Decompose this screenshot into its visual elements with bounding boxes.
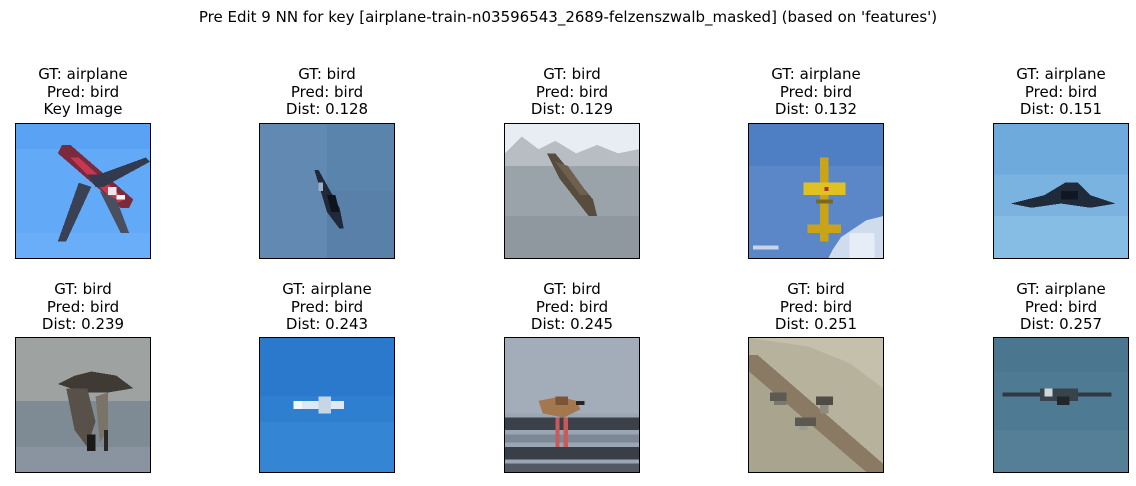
pred-label: Pred: bird <box>779 82 853 101</box>
panel-caption: GT: airplane Pred: bird Dist: 0.243 <box>219 280 435 334</box>
pred-label: Pred: bird <box>535 297 609 316</box>
key-image-label: Key Image <box>43 100 123 118</box>
panel-caption: GT: bird Pred: bird Dist: 0.245 <box>464 280 680 334</box>
pred-label: Pred: bird <box>1024 82 1098 101</box>
neighbor-panel-7: GT: bird Pred: bird Dist: 0.245 <box>504 280 640 473</box>
pred-label: Pred: bird <box>46 82 120 101</box>
airplane-thumbnail <box>993 123 1129 259</box>
neighbor-panel-9: GT: airplane Pred: bird Dist: 0.257 <box>993 280 1129 473</box>
panel-caption: GT: airplane Pred: bird Dist: 0.151 <box>953 65 1136 119</box>
pred-label: Pred: bird <box>779 297 853 316</box>
pred-label: Pred: bird <box>535 82 609 101</box>
neighbor-panel-2: GT: bird Pred: bird Dist: 0.129 <box>504 65 640 259</box>
dist-label: Dist: 0.243 <box>285 315 369 333</box>
pred-label: Pred: bird <box>46 297 120 316</box>
bird-thumbnail <box>748 337 884 473</box>
dist-label: Dist: 0.251 <box>774 315 858 333</box>
bird-thumbnail <box>504 337 640 473</box>
pred-label: Pred: bird <box>1024 297 1098 316</box>
pred-label: Pred: bird <box>290 297 364 316</box>
dist-label: Dist: 0.129 <box>530 100 614 118</box>
panel-caption: GT: airplane Pred: bird Dist: 0.257 <box>953 280 1136 334</box>
neighbor-panel-6: GT: airplane Pred: bird Dist: 0.243 <box>259 280 395 473</box>
dist-label: Dist: 0.245 <box>530 315 614 333</box>
panel-caption: GT: airplane Pred: bird Key Image <box>0 65 191 119</box>
gt-label: GT: bird <box>54 280 112 298</box>
neighbor-panel-1: GT: bird Pred: bird Dist: 0.128 <box>259 65 395 259</box>
gt-label: GT: bird <box>298 65 356 83</box>
neighbor-panel-8: GT: bird Pred: bird Dist: 0.251 <box>748 280 884 473</box>
dist-label: Dist: 0.151 <box>1019 100 1103 118</box>
dist-label: Dist: 0.128 <box>285 100 369 118</box>
bird-thumbnail <box>259 123 395 259</box>
bird-thumbnail <box>504 123 640 259</box>
gt-label: GT: bird <box>787 280 845 298</box>
dist-label: Dist: 0.132 <box>774 100 858 118</box>
airplane-thumbnail <box>993 337 1129 473</box>
neighbor-panel-4: GT: airplane Pred: bird Dist: 0.151 <box>993 65 1129 259</box>
panel-caption: GT: bird Pred: bird Dist: 0.251 <box>708 280 924 334</box>
panel-caption: GT: bird Pred: bird Dist: 0.129 <box>464 65 680 119</box>
pred-label: Pred: bird <box>290 82 364 101</box>
neighbor-panel-3: GT: airplane Pred: bird Dist: 0.132 <box>748 65 884 259</box>
figure-title: Pre Edit 9 NN for key [airplane-train-n0… <box>198 8 938 26</box>
gt-label: GT: bird <box>543 65 601 83</box>
airplane-thumbnail <box>748 123 884 259</box>
gt-label: GT: airplane <box>771 65 861 83</box>
gt-label: GT: airplane <box>38 65 128 83</box>
gt-label: GT: bird <box>543 280 601 298</box>
panel-caption: GT: bird Pred: bird Dist: 0.239 <box>0 280 191 334</box>
airplane-thumbnail <box>259 337 395 473</box>
neighbor-panel-5: GT: bird Pred: bird Dist: 0.239 <box>15 280 151 473</box>
bird-thumbnail <box>15 337 151 473</box>
panel-caption: GT: bird Pred: bird Dist: 0.128 <box>219 65 435 119</box>
dist-label: Dist: 0.257 <box>1019 315 1103 333</box>
airplane-thumbnail <box>15 123 151 259</box>
panel-caption: GT: airplane Pred: bird Dist: 0.132 <box>708 65 924 119</box>
gt-label: GT: airplane <box>282 280 372 298</box>
gt-label: GT: airplane <box>1016 65 1106 83</box>
key-image-panel: GT: airplane Pred: bird Key Image <box>15 65 151 259</box>
dist-label: Dist: 0.239 <box>41 315 125 333</box>
gt-label: GT: airplane <box>1016 280 1106 298</box>
